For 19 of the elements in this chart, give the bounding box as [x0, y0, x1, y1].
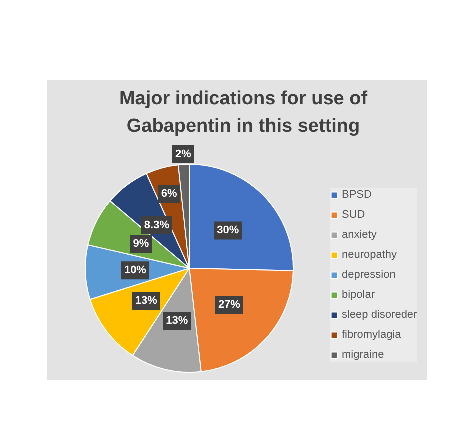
chart-title: Major indications for use of Gabapentin in this setting — [119, 88, 368, 137]
legend-label: fibromylagia — [342, 328, 402, 342]
data-label: 13% — [166, 315, 188, 328]
data-label: 8.3% — [144, 219, 170, 232]
data-label: 27% — [218, 298, 241, 311]
legend-label: bipolar — [342, 288, 376, 302]
legend-label: BPSD — [342, 188, 372, 202]
data-label: 6% — [161, 188, 178, 200]
data-label: 9% — [133, 238, 150, 250]
data-label: 30% — [217, 224, 240, 237]
legend-label: SUD — [342, 208, 366, 222]
legend-label: depression — [342, 268, 396, 282]
legend-label: neuropathy — [342, 248, 398, 262]
data-label: 10% — [124, 264, 147, 277]
data-label: 13% — [135, 295, 158, 308]
legend-label: migraine — [342, 348, 384, 362]
legend-label: sleep disoreder — [342, 308, 418, 322]
data-label: 2% — [175, 148, 192, 160]
legend-label: anxiety — [342, 228, 377, 242]
